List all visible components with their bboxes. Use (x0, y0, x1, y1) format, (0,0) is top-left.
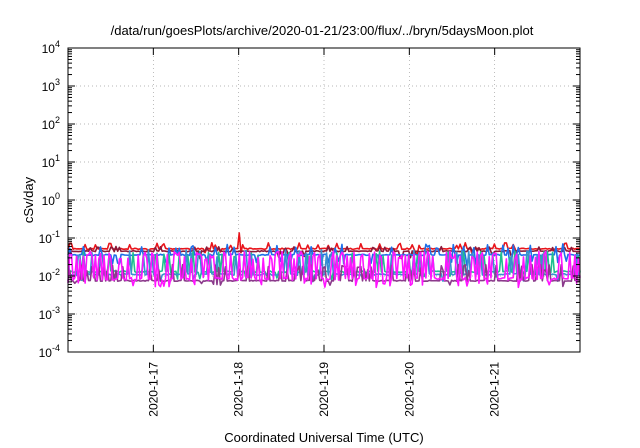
series-line (67, 245, 581, 260)
x-tick-label: 2020-1-17 (146, 362, 160, 417)
series-line (67, 263, 581, 288)
y-tick-label: 10-1 (39, 229, 60, 246)
y-axis: 104 103 102 101 100 10-1 10-2 10-3 10-4 (39, 39, 580, 360)
x-tick-label: 2020-1-19 (317, 362, 331, 417)
grid (68, 48, 580, 352)
x-axis-label: Coordinated Universal Time (UTC) (224, 430, 423, 445)
x-tick-label: 2020-1-20 (402, 362, 416, 417)
x-axis: 2020-1-17 2020-1-18 2020-1-19 2020-1-20 2020… (146, 48, 502, 417)
y-tick-label: 101 (42, 153, 60, 170)
y-axis-label: cSv/day (21, 176, 36, 223)
y-tick-label: 100 (42, 191, 60, 208)
series-line (67, 250, 581, 289)
y-tick-label: 10-3 (39, 305, 60, 322)
chart-title: /data/run/goesPlots/archive/2020-01-21/2… (111, 23, 534, 38)
x-tick-label: 2020-1-18 (232, 362, 246, 417)
y-tick-label: 103 (42, 77, 60, 94)
series-layer (67, 232, 581, 289)
y-tick-label: 10-4 (39, 343, 60, 360)
y-tick-label: 102 (42, 115, 60, 132)
y-tick-label: 104 (42, 39, 60, 56)
series-line (67, 232, 581, 256)
y-tick-label: 10-2 (39, 267, 60, 284)
x-tick-label: 2020-1-21 (488, 362, 502, 417)
